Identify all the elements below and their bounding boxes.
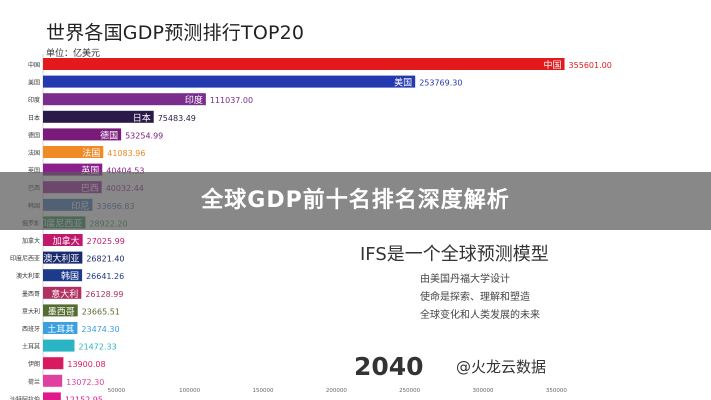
- category-label: 荷兰: [28, 378, 40, 386]
- value-label: 23665.51: [82, 307, 120, 316]
- bar: [43, 75, 416, 88]
- value-label: 26821.40: [86, 255, 124, 264]
- bar-label: 韩国: [61, 270, 79, 282]
- category-label: 德国: [28, 131, 40, 139]
- bar: [43, 322, 78, 334]
- category-label: 加拿大: [22, 237, 40, 245]
- bar-label: 印度: [185, 94, 203, 106]
- bar-label: 日本: [133, 112, 151, 124]
- category-label: 沙特阿拉伯: [10, 395, 40, 400]
- bar: [43, 110, 154, 123]
- x-tick-label: 100000: [179, 388, 200, 394]
- bar: [43, 357, 64, 370]
- bar: [43, 286, 82, 299]
- category-label: 澳大利亚: [16, 272, 40, 280]
- bar: [43, 146, 104, 158]
- ifs-line-2: 使命是探索、理解和塑造: [420, 292, 530, 303]
- chart-title: 世界各国GDP预测排行TOP20: [46, 22, 305, 44]
- category-label: 墨西哥: [22, 291, 40, 298]
- year-label: 2040: [354, 352, 424, 381]
- ifs-line-1: 由美国丹福大学设计: [420, 274, 510, 285]
- value-label: 21472.33: [78, 343, 116, 352]
- x-tick-label: 150000: [253, 388, 274, 394]
- unit-label: 单位：亿美元: [46, 49, 101, 59]
- category-label: 意大利: [22, 307, 40, 315]
- bar-label: 澳大利亚: [43, 253, 79, 265]
- x-tick-label: 200000: [326, 388, 347, 394]
- bar: [43, 93, 206, 106]
- value-label: 53254.99: [125, 131, 163, 140]
- x-tick-label: 50000: [108, 388, 126, 394]
- value-label: 40404.53: [106, 167, 144, 176]
- bar: [43, 128, 122, 141]
- bar: [43, 58, 565, 70]
- bar-label: 墨西哥: [48, 306, 75, 317]
- bar-label: 加拿大: [53, 235, 80, 247]
- value-label: 13900.08: [67, 360, 105, 369]
- value-label: 253769.30: [419, 79, 462, 88]
- watermark: @火龙云数据: [456, 358, 547, 376]
- category-label: 印度: [28, 96, 40, 104]
- bar-label: 中国: [544, 59, 562, 71]
- value-label: 26641.26: [86, 272, 124, 281]
- x-tick-label: 250000: [399, 388, 420, 394]
- value-label: 41083.96: [107, 149, 145, 158]
- category-label: 日本: [28, 114, 40, 122]
- bar-label: 意大利: [51, 288, 78, 300]
- ifs-line-3: 全球变化和人类发展的未来: [420, 310, 540, 321]
- x-tick-label: 300000: [473, 388, 494, 394]
- category-label: 中国: [28, 61, 40, 69]
- value-label: 23474.30: [81, 325, 119, 334]
- category-label: 西班牙: [22, 325, 40, 333]
- category-label: 伊朗: [28, 360, 40, 368]
- category-label: 法国: [28, 149, 40, 157]
- bar: [43, 251, 83, 264]
- category-label: 土耳其: [22, 343, 40, 351]
- bar: [43, 339, 75, 352]
- value-label: 26128.99: [85, 290, 123, 299]
- value-label: 13072.30: [66, 378, 104, 387]
- bar: [43, 392, 61, 400]
- title-banner: [0, 172, 711, 230]
- value-label: 75483.49: [158, 114, 196, 123]
- bar: [43, 374, 63, 387]
- bar: [43, 269, 83, 282]
- bar: [43, 234, 83, 246]
- category-label: 英国: [28, 167, 40, 175]
- ifs-title: IFS是一个全球预测模型: [360, 244, 549, 265]
- bar-label: 美国: [394, 77, 412, 89]
- bar: [43, 304, 78, 317]
- value-label: 111037.00: [210, 96, 253, 105]
- x-tick-label: 350000: [546, 388, 567, 394]
- banner-text: 全球GDP前十名排名深度解析: [201, 188, 510, 213]
- value-label: 27025.99: [87, 237, 125, 246]
- value-label: 12152.95: [65, 395, 103, 400]
- category-label: 美国: [28, 79, 40, 87]
- bar-label: 德国: [100, 129, 118, 141]
- bar-label: 土耳其: [47, 323, 74, 335]
- bar-label: 法国: [82, 147, 100, 159]
- value-label: 355601.00: [569, 61, 612, 70]
- category-label: 印度尼西亚: [10, 255, 40, 263]
